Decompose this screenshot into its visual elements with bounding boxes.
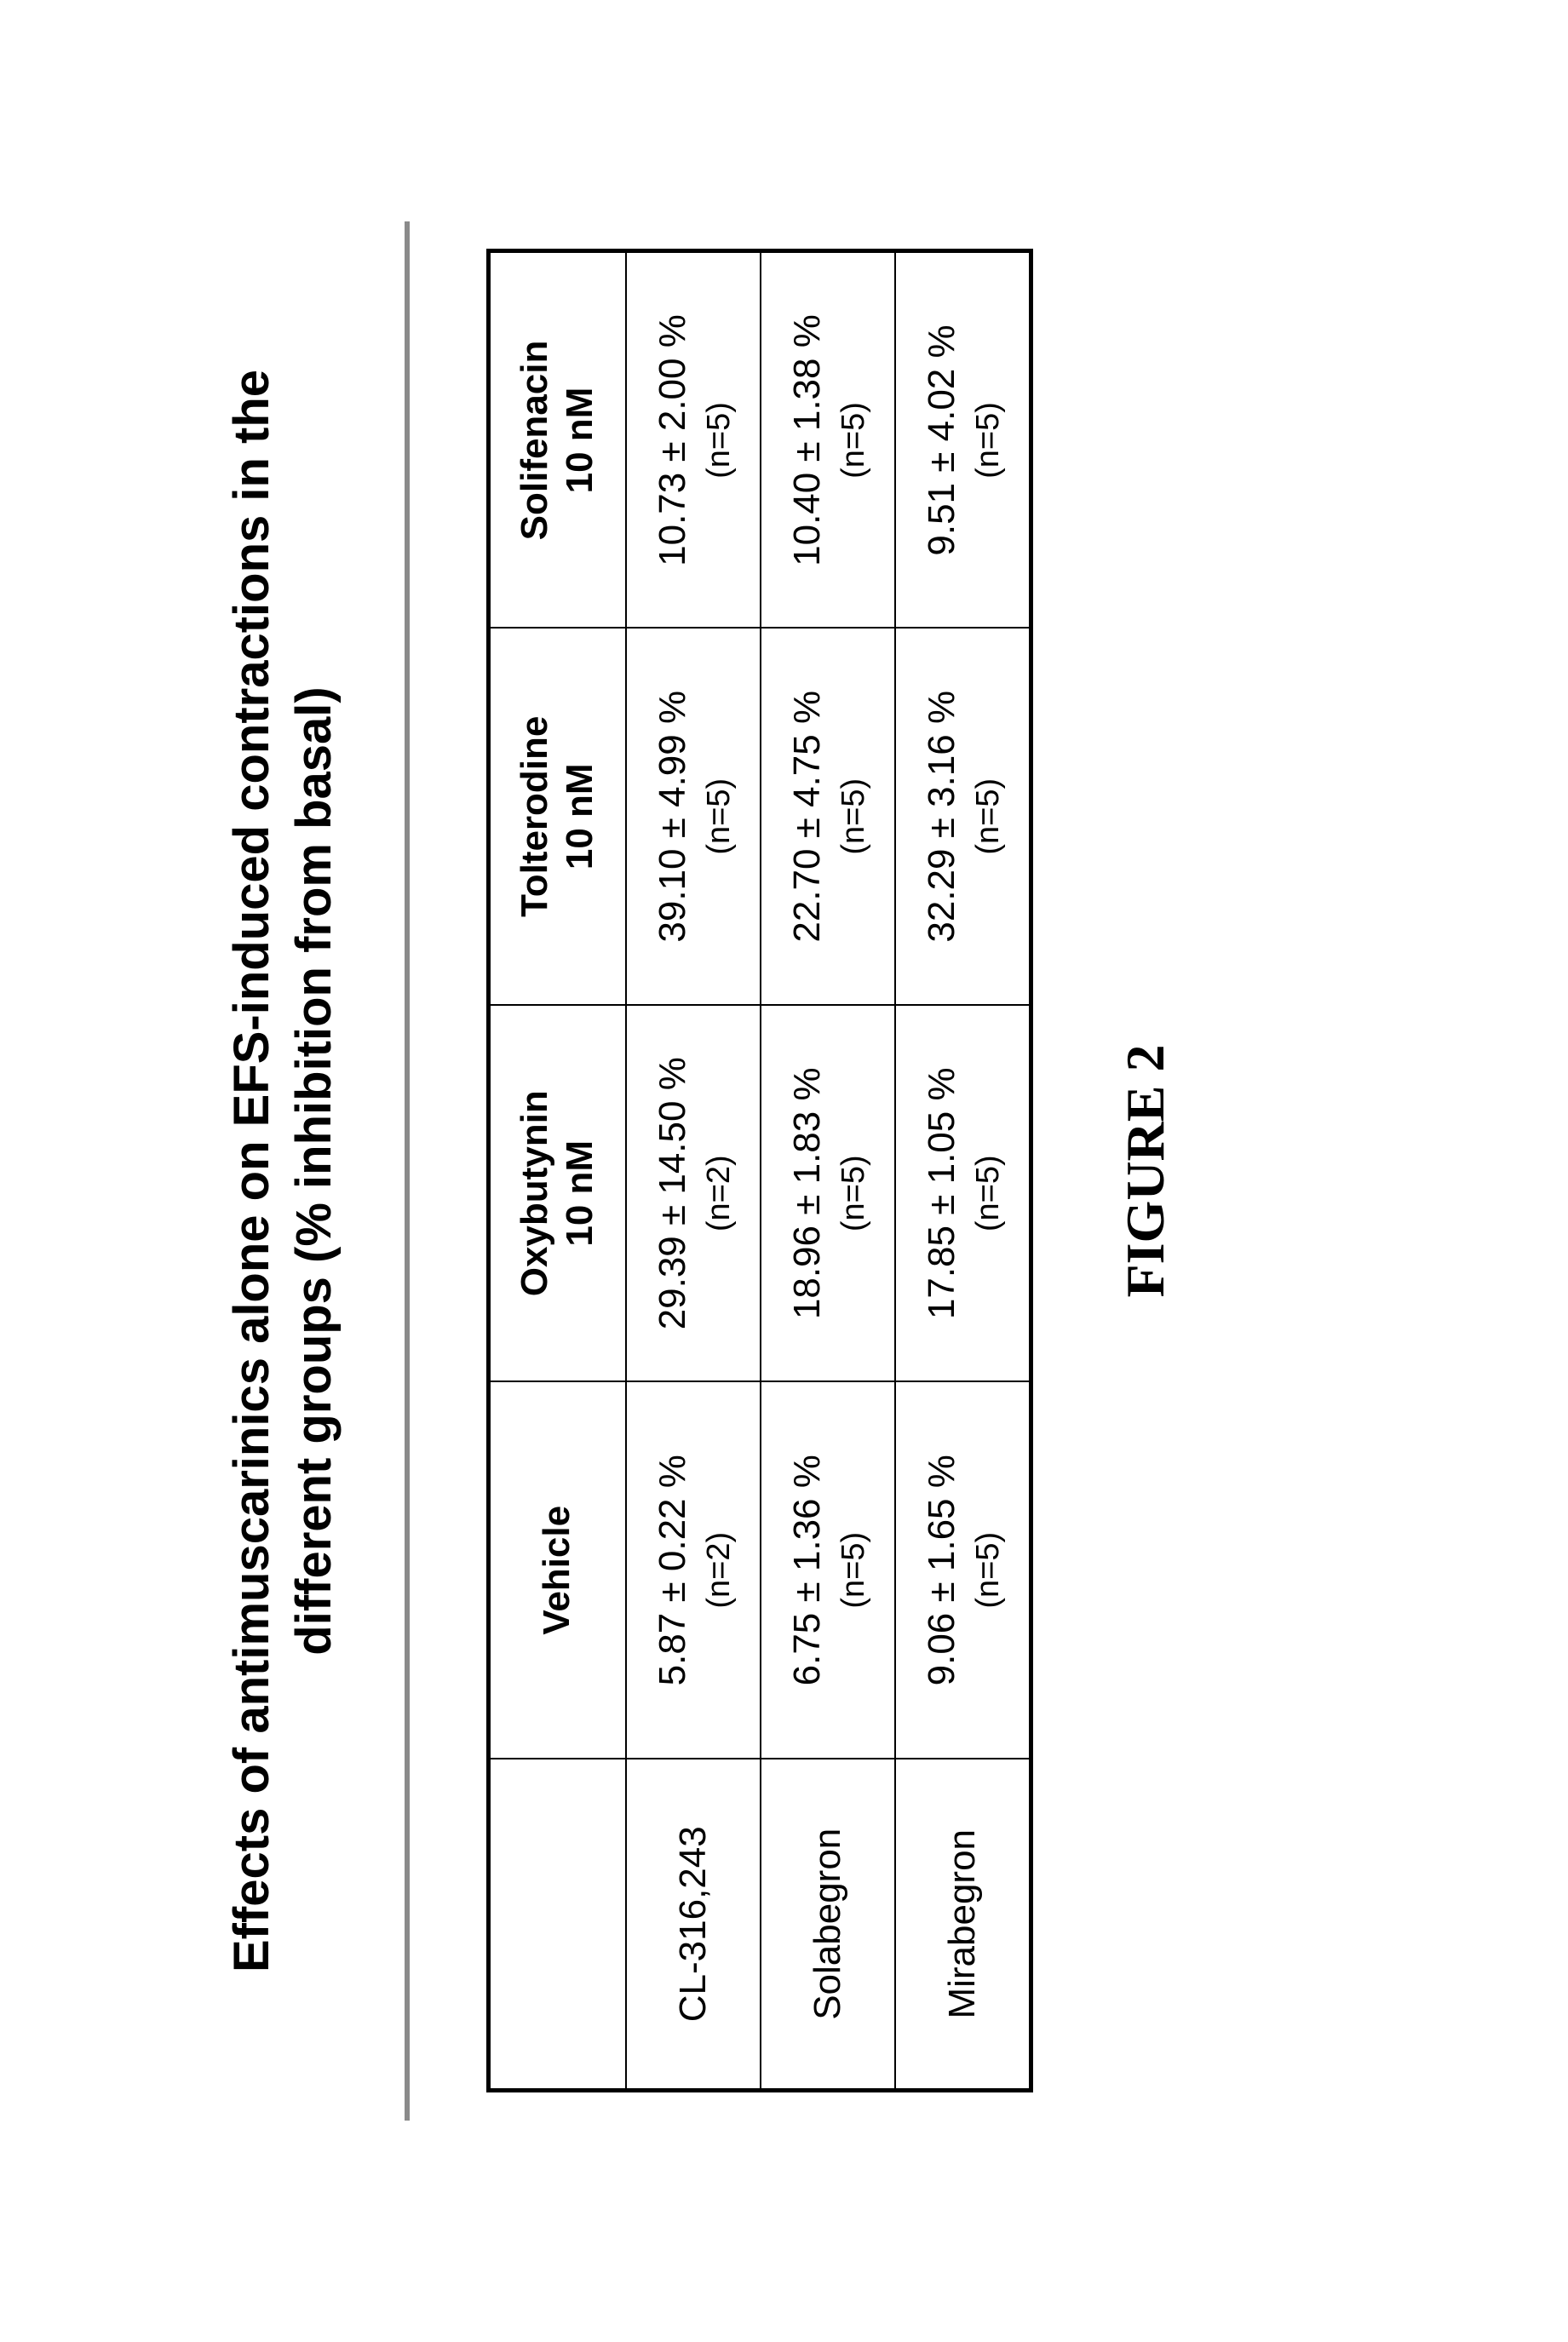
col-name: Vehicle [536,1506,577,1635]
cell-n: (n=5) [970,262,1007,619]
table-row: Solabegron 6.75 ± 1.36 % (n=5) 18.96 ± 1… [761,251,895,2091]
rotated-content: Effects of antimuscarinics alone on EFS-… [0,0,1568,2342]
page: Effects of antimuscarinics alone on EFS-… [0,0,1568,2342]
cell: 18.96 ± 1.83 % (n=5) [761,1005,895,1382]
cell-n: (n=5) [970,1392,1007,1750]
cell-value: 29.39 ± 14.50 % [649,1014,696,1373]
cell-value: 5.87 ± 0.22 % [649,1392,696,1750]
cell-value: 18.96 ± 1.83 % [784,1014,830,1373]
cell: 9.51 ± 4.02 % (n=5) [895,251,1031,629]
col-header-vehicle: Vehicle [489,1382,626,1759]
results-table: Vehicle Oxybutynin 10 nM Tolterodine 10 … [486,250,1033,2093]
cell: 32.29 ± 3.16 % (n=5) [895,629,1031,1006]
col-sub: 10 nM [558,1014,603,1373]
cell-value: 10.40 ± 1.38 % [784,262,830,619]
col-header-solifenacin: Solifenacin 10 nM [489,251,626,629]
figure-label: FIGURE 2 [1114,1045,1177,1298]
cell: 6.75 ± 1.36 % (n=5) [761,1382,895,1759]
cell-value: 9.06 ± 1.65 % [918,1392,965,1750]
cell-value: 6.75 ± 1.36 % [784,1392,830,1750]
cell: 39.10 ± 4.99 % (n=5) [626,629,761,1006]
divider [405,221,410,2121]
row-label: CL-316,243 [626,1759,761,2091]
cell: 5.87 ± 0.22 % (n=2) [626,1382,761,1759]
cell: 17.85 ± 1.05 % (n=5) [895,1005,1031,1382]
corner-cell [489,1759,626,2091]
cell: 22.70 ± 4.75 % (n=5) [761,629,895,1006]
table-row: Mirabegron 9.06 ± 1.65 % (n=5) 17.85 ± 1… [895,251,1031,2091]
cell-value: 32.29 ± 3.16 % [918,638,965,996]
col-name: Tolterodine [514,716,555,917]
table-row: CL-316,243 5.87 ± 0.22 % (n=2) 29.39 ± 1… [626,251,761,2091]
cell-value: 9.51 ± 4.02 % [918,262,965,619]
figure-title: Effects of antimuscarinics alone on EFS-… [221,370,345,1972]
col-header-tolterodine: Tolterodine 10 nM [489,629,626,1006]
row-label: Mirabegron [895,1759,1031,2091]
cell-n: (n=5) [836,1392,872,1750]
cell-n: (n=5) [836,1014,872,1373]
cell-n: (n=5) [701,638,738,996]
col-sub: 10 nM [558,638,603,996]
table-header-row: Vehicle Oxybutynin 10 nM Tolterodine 10 … [489,251,626,2091]
cell-value: 22.70 ± 4.75 % [784,638,830,996]
cell-n: (n=2) [701,1014,738,1373]
row-label: Solabegron [761,1759,895,2091]
cell-n: (n=2) [701,1392,738,1750]
col-name: Oxybutynin [514,1090,555,1296]
cell-n: (n=5) [836,262,872,619]
col-sub: 10 nM [558,262,603,619]
cell-value: 10.73 ± 2.00 % [649,262,696,619]
title-line-1: Effects of antimuscarinics alone on EFS-… [224,370,279,1972]
title-line-2: different groups (% inhibition from basa… [284,370,346,1972]
cell-n: (n=5) [836,638,872,996]
cell-n: (n=5) [970,638,1007,996]
cell: 29.39 ± 14.50 % (n=2) [626,1005,761,1382]
cell-value: 17.85 ± 1.05 % [918,1014,965,1373]
cell-n: (n=5) [970,1014,1007,1373]
cell: 10.73 ± 2.00 % (n=5) [626,251,761,629]
cell: 10.40 ± 1.38 % (n=5) [761,251,895,629]
col-header-oxybutynin: Oxybutynin 10 nM [489,1005,626,1382]
cell-n: (n=5) [701,262,738,619]
col-name: Solifenacin [514,341,555,541]
cell-value: 39.10 ± 4.99 % [649,638,696,996]
cell: 9.06 ± 1.65 % (n=5) [895,1382,1031,1759]
